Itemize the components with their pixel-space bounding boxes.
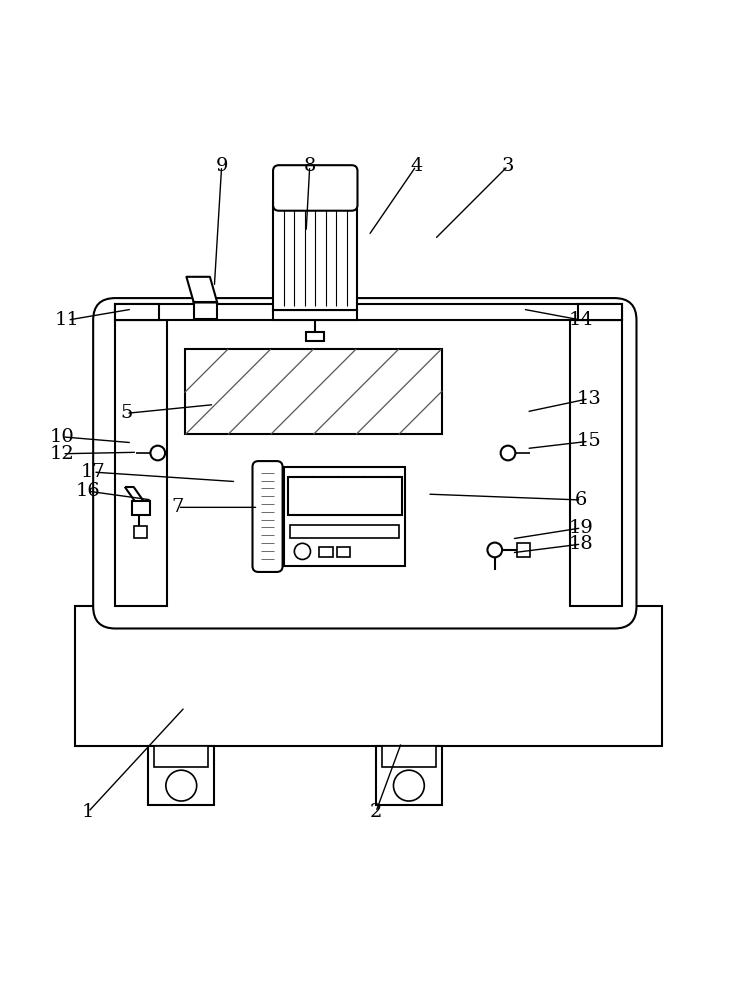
Text: 16: 16 <box>76 482 100 500</box>
Bar <box>578 304 622 320</box>
Circle shape <box>487 543 502 557</box>
Bar <box>185 349 442 434</box>
Text: 12: 12 <box>50 445 74 463</box>
Circle shape <box>150 446 165 460</box>
Text: 9: 9 <box>215 157 228 175</box>
Text: 15: 15 <box>576 432 601 450</box>
Bar <box>517 543 530 557</box>
Circle shape <box>500 446 515 460</box>
Bar <box>337 547 350 557</box>
Bar <box>382 746 436 767</box>
Circle shape <box>294 543 310 559</box>
Bar <box>290 525 399 538</box>
Text: 10: 10 <box>50 428 74 446</box>
Polygon shape <box>186 277 217 302</box>
Circle shape <box>166 770 197 801</box>
Bar <box>319 547 332 557</box>
Bar <box>307 332 324 341</box>
Text: 2: 2 <box>370 803 382 821</box>
Text: 4: 4 <box>410 157 422 175</box>
Bar <box>133 526 147 538</box>
Bar <box>115 304 159 320</box>
Text: 5: 5 <box>120 404 133 422</box>
FancyBboxPatch shape <box>93 298 637 628</box>
Text: 6: 6 <box>576 491 587 509</box>
Text: 13: 13 <box>576 390 601 408</box>
FancyBboxPatch shape <box>273 165 357 211</box>
Bar <box>154 746 209 767</box>
Bar <box>194 302 217 319</box>
Bar <box>273 201 357 310</box>
Text: 11: 11 <box>55 311 80 329</box>
FancyBboxPatch shape <box>253 461 282 572</box>
Text: 19: 19 <box>569 519 594 537</box>
Text: 3: 3 <box>502 157 514 175</box>
Text: 14: 14 <box>569 311 594 329</box>
Bar <box>376 746 442 805</box>
Text: 18: 18 <box>569 535 594 553</box>
Bar <box>284 467 405 566</box>
Text: 8: 8 <box>304 157 316 175</box>
Text: 17: 17 <box>81 463 105 481</box>
Bar <box>273 310 357 320</box>
Bar <box>132 501 150 515</box>
Text: 1: 1 <box>82 803 94 821</box>
Circle shape <box>394 770 425 801</box>
Bar <box>287 477 402 515</box>
Bar <box>570 320 622 606</box>
Bar <box>75 606 662 746</box>
Bar <box>148 746 214 805</box>
Text: 7: 7 <box>172 498 184 516</box>
Bar <box>115 304 622 320</box>
Bar <box>115 320 167 606</box>
